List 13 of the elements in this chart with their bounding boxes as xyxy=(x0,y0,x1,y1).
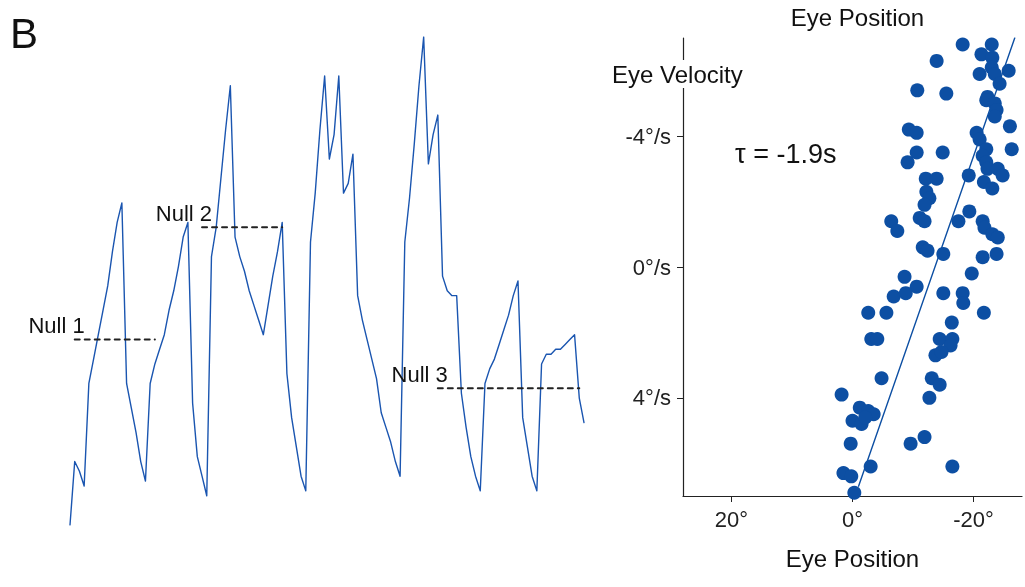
y-tick-label: -4°/s xyxy=(625,123,671,149)
series-label: Null 2 xyxy=(155,200,213,226)
y-tick-label: 0°/s xyxy=(632,254,671,280)
y-axis-title: Eye Velocity xyxy=(612,60,743,88)
y-tick-label: 4°/s xyxy=(632,385,671,411)
chart-title: Eye Position xyxy=(790,3,925,31)
x-tick-label: -20° xyxy=(953,506,994,532)
x-tick-label: 20° xyxy=(714,506,749,532)
text: B xyxy=(10,9,39,57)
x-axis-title: Eye Position xyxy=(785,544,920,572)
series-label: Null 1 xyxy=(28,313,85,339)
x-tick-label: 0° xyxy=(841,506,864,532)
annotation: τ = -1.9s xyxy=(735,138,837,169)
